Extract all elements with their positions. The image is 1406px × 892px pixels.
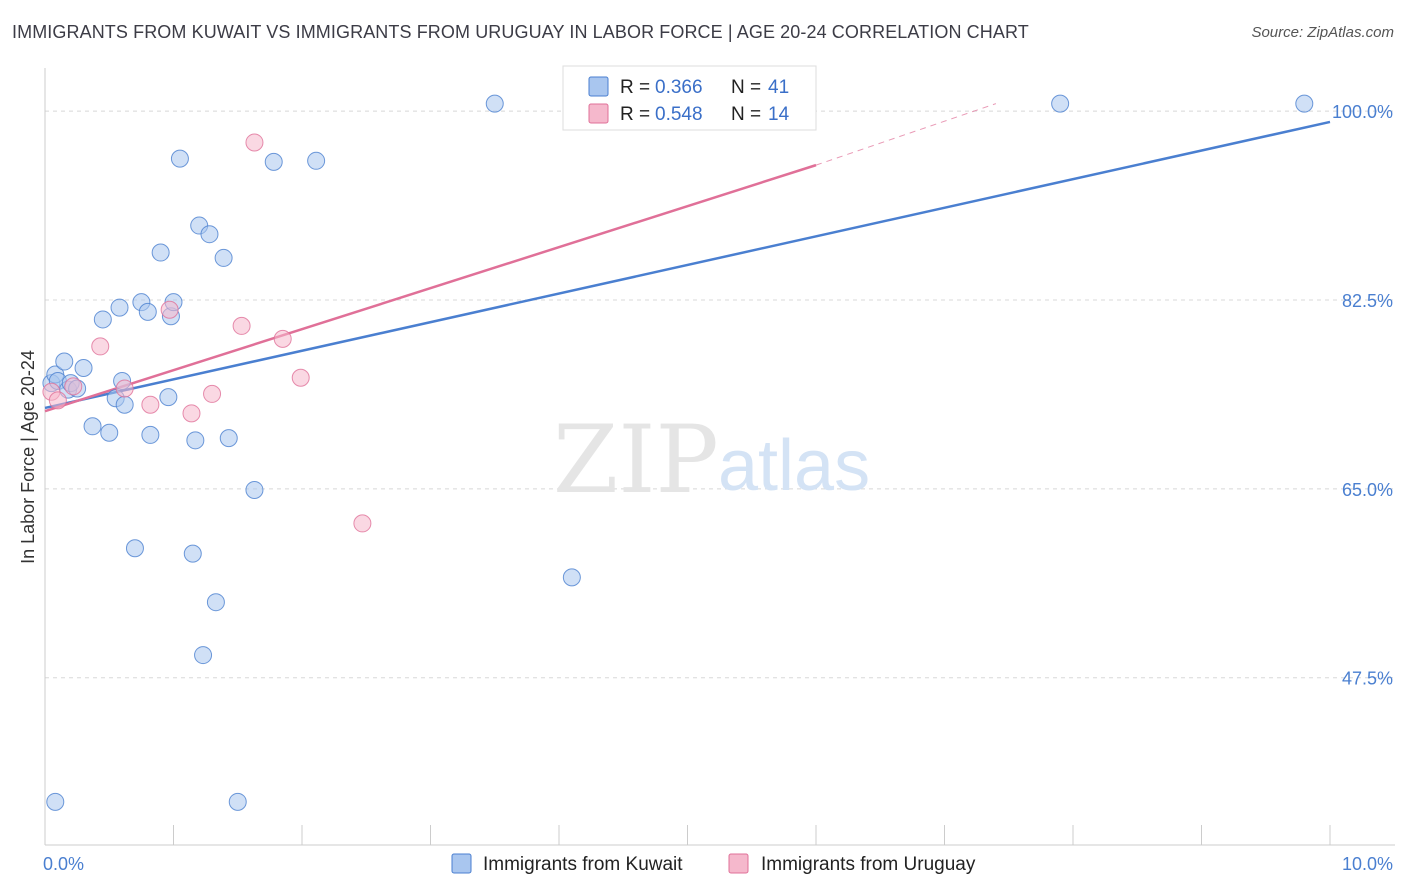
point-kuwait-26 — [194, 646, 213, 665]
point-uruguay-8 — [203, 384, 222, 403]
y-tick-label-2: 65.0% — [1342, 480, 1393, 500]
watermark-zip: ZIP — [553, 406, 719, 515]
legend-n-label-kuwait: N = — [731, 77, 761, 98]
point-kuwait-35 — [562, 568, 581, 587]
legend-r-label-kuwait: R = — [620, 77, 650, 98]
data-points — [42, 94, 1314, 811]
point-kuwait-37 — [1295, 94, 1314, 113]
trendline-uruguay — [44, 163, 817, 413]
bottom-legend: Immigrants from Kuwait Immigrants from U… — [451, 853, 976, 875]
point-kuwait-8 — [83, 417, 102, 436]
point-uruguay-9 — [232, 316, 251, 335]
point-uruguay-3 — [91, 337, 110, 356]
bottom-legend-label-uruguay: Immigrants from Uruguay — [761, 854, 976, 875]
bottom-legend-swatch-uruguay — [728, 853, 749, 874]
point-kuwait-39 — [228, 792, 247, 811]
point-kuwait-16 — [138, 302, 157, 321]
chart-source: Source: ZipAtlas.com — [1251, 24, 1394, 41]
point-kuwait-7 — [74, 359, 93, 378]
legend-n-value-kuwait: 41 — [768, 77, 789, 98]
trendlines — [44, 103, 1331, 413]
legend-n-label-uruguay: N = — [731, 104, 761, 125]
legend-n-value-uruguay: 14 — [768, 104, 790, 125]
point-kuwait-33 — [307, 151, 326, 170]
point-kuwait-12 — [110, 298, 129, 317]
point-kuwait-31 — [245, 480, 264, 499]
bottom-legend-label-kuwait: Immigrants from Kuwait — [483, 854, 683, 875]
point-kuwait-38 — [46, 792, 65, 811]
point-kuwait-19 — [159, 388, 178, 407]
y-tick-label-3: 47.5% — [1342, 669, 1393, 689]
x-tick-label-1: 10.0% — [1342, 854, 1393, 874]
trendline-kuwait — [44, 120, 1331, 410]
point-uruguay-6 — [160, 300, 179, 319]
legend: R = 0.366 N = 41 R = 0.548 N = 14 — [562, 65, 817, 131]
x-tick-label-0: 0.0% — [43, 854, 84, 874]
point-uruguay-5 — [141, 395, 160, 414]
point-kuwait-3 — [55, 352, 74, 371]
point-kuwait-17 — [141, 425, 160, 444]
bottom-legend-swatch-kuwait — [451, 853, 472, 874]
point-kuwait-9 — [93, 310, 112, 329]
legend-swatch-uruguay — [588, 103, 609, 124]
point-uruguay-2 — [64, 377, 83, 396]
point-kuwait-30 — [219, 429, 238, 448]
legend-r-label-uruguay: R = — [620, 104, 650, 125]
point-uruguay-10 — [245, 133, 264, 152]
trendline-uruguay-extension — [815, 103, 997, 166]
watermark-atlas: atlas — [718, 426, 870, 506]
point-kuwait-27 — [200, 225, 219, 244]
point-kuwait-29 — [214, 248, 233, 267]
point-uruguay-4 — [115, 379, 134, 398]
point-kuwait-32 — [264, 152, 283, 171]
chart-title: IMMIGRANTS FROM KUWAIT VS IMMIGRANTS FRO… — [12, 22, 1029, 42]
point-uruguay-12 — [291, 368, 310, 387]
point-kuwait-28 — [206, 593, 225, 612]
point-kuwait-14 — [125, 539, 144, 558]
point-kuwait-36 — [1051, 94, 1070, 113]
axes — [44, 68, 1395, 846]
point-kuwait-18 — [151, 243, 170, 262]
point-kuwait-13 — [115, 395, 134, 414]
watermark: ZIP atlas — [553, 406, 870, 515]
legend-swatch-kuwait — [588, 76, 609, 97]
point-uruguay-13 — [353, 514, 372, 533]
point-kuwait-24 — [186, 431, 205, 450]
point-kuwait-10 — [100, 423, 119, 442]
point-kuwait-23 — [183, 544, 202, 563]
y-axis-label: In Labor Force | Age 20-24 — [18, 350, 38, 564]
point-kuwait-34 — [485, 94, 504, 113]
point-uruguay-11 — [273, 329, 292, 348]
legend-r-value-uruguay: 0.548 — [655, 104, 703, 125]
point-uruguay-7 — [182, 404, 201, 423]
x-tick-labels: 0.0% 10.0% — [43, 854, 1393, 874]
point-uruguay-1 — [48, 391, 67, 410]
point-kuwait-22 — [170, 149, 189, 168]
y-tick-label-0: 100.0% — [1332, 102, 1393, 122]
legend-r-value-kuwait: 0.366 — [655, 77, 703, 98]
y-tick-label-1: 82.5% — [1342, 291, 1393, 311]
y-tick-labels: 100.0% 82.5% 65.0% 47.5% — [1332, 102, 1393, 689]
